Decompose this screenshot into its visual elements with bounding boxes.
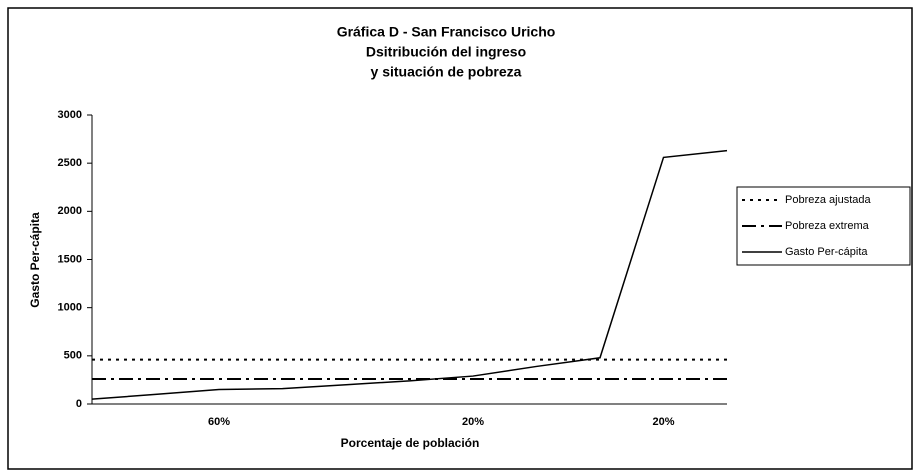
x-tick-label: 20% bbox=[652, 416, 674, 428]
chart-title: y situación de pobreza bbox=[371, 64, 522, 80]
series-line bbox=[91, 149, 728, 400]
chart-title: Dsitribución del ingreso bbox=[366, 44, 526, 60]
legend-label: Gasto Per-cápita bbox=[785, 246, 868, 258]
y-tick-label: 500 bbox=[64, 350, 82, 362]
y-tick-label: 2500 bbox=[58, 157, 82, 169]
x-tick-label: 60% bbox=[208, 416, 230, 428]
y-axis-label: Gasto Per-cápita bbox=[28, 212, 42, 308]
legend-label: Pobreza extrema bbox=[785, 220, 870, 232]
x-tick-label: 20% bbox=[462, 416, 484, 428]
y-tick-label: 3000 bbox=[58, 109, 82, 121]
y-tick-label: 1500 bbox=[58, 253, 82, 265]
legend-label: Pobreza ajustada bbox=[785, 194, 871, 206]
chart-title: Gráfica D - San Francisco Uricho bbox=[337, 24, 556, 40]
x-axis-label: Porcentaje de población bbox=[341, 436, 480, 450]
y-tick-label: 1000 bbox=[58, 302, 82, 314]
y-tick-label: 0 bbox=[76, 398, 82, 410]
y-tick-label: 2000 bbox=[58, 205, 82, 217]
